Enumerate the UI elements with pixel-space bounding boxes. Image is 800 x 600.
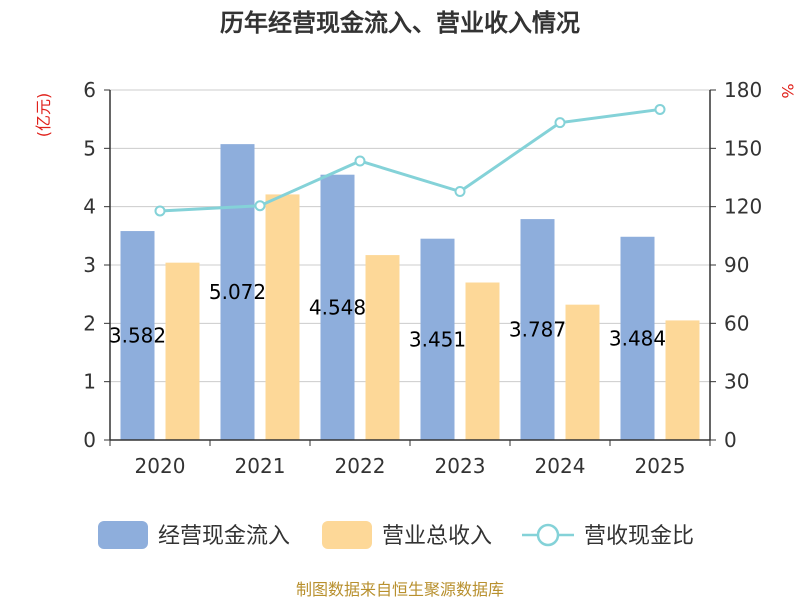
point-ratio xyxy=(254,200,266,212)
data-label: 5.072 xyxy=(209,280,266,304)
tick-labels: 0 0 1 30 2 60 3 90 4 120 5 150 6 180 2020 2021 2022 2023 2… xyxy=(83,78,762,478)
gridlines xyxy=(110,89,710,383)
bar-cash-inflow xyxy=(220,144,255,440)
bar-cash-inflow xyxy=(320,174,355,440)
data-labels: 3.582 5.072 4.548 3.451 3.787 3.484 xyxy=(109,280,666,351)
x-tick-label: 2021 xyxy=(235,454,286,478)
bar-revenue xyxy=(365,255,400,440)
bar-revenue xyxy=(465,282,500,440)
x-tick-label: 2025 xyxy=(635,454,686,478)
y-left-tick-label: 4 xyxy=(83,195,96,219)
data-label: 3.451 xyxy=(409,327,466,351)
legend-label: 营收现金比 xyxy=(584,524,694,549)
y-right-tick-label: 180 xyxy=(724,78,762,102)
y-left-tick-label: 1 xyxy=(83,370,96,394)
legend-swatch-cash-inflow xyxy=(98,521,148,549)
y-left-tick-label: 5 xyxy=(83,136,96,160)
legend-label: 营业总收入 xyxy=(382,524,492,549)
legend-label: 经营现金流入 xyxy=(158,524,290,549)
point-ratio xyxy=(554,117,566,129)
bar-revenue xyxy=(565,304,600,440)
y-right-tick-label: 90 xyxy=(724,253,749,277)
y-right-tick-label: 150 xyxy=(724,136,762,160)
bar-cash-inflow xyxy=(120,231,155,440)
legend: 经营现金流入 营业总收入 营收现金比 xyxy=(98,521,694,549)
line-series xyxy=(154,103,666,217)
point-ratio xyxy=(154,205,166,217)
point-ratio xyxy=(654,103,666,115)
data-label: 3.484 xyxy=(609,326,666,350)
bar-cash-inflow xyxy=(620,236,655,440)
chart-title: 历年经营现金流入、营业收入情况 xyxy=(220,9,580,37)
y-left-tick-label: 6 xyxy=(83,78,96,102)
point-ratio xyxy=(354,155,366,167)
y-left-tick-label: 2 xyxy=(83,311,96,335)
y-right-tick-label: 60 xyxy=(724,311,749,335)
legend-swatch-revenue xyxy=(322,521,372,549)
bar-cash-inflow xyxy=(420,238,455,440)
y-right-tick-label: 0 xyxy=(724,428,737,452)
y-axis-right-label: % xyxy=(778,83,797,98)
y-left-tick-label: 3 xyxy=(83,253,96,277)
bars xyxy=(120,144,700,440)
y-axis-left-label: (亿元) xyxy=(34,93,53,138)
y-right-tick-label: 120 xyxy=(724,195,762,219)
data-label: 3.787 xyxy=(509,318,566,342)
y-right-tick-label: 30 xyxy=(724,370,749,394)
point-ratio xyxy=(454,186,466,197)
bar-revenue xyxy=(665,320,700,440)
axes xyxy=(104,89,716,446)
x-tick-label: 2020 xyxy=(135,454,186,478)
data-label: 3.582 xyxy=(109,324,166,348)
x-tick-label: 2022 xyxy=(335,454,386,478)
line-ratio xyxy=(159,107,661,213)
bar-revenue xyxy=(265,194,300,440)
legend-marker-ratio xyxy=(536,523,560,547)
bar-revenue xyxy=(165,262,200,440)
x-tick-label: 2024 xyxy=(535,454,586,478)
source-note: 制图数据来自恒生聚源数据库 xyxy=(296,580,504,599)
bar-cash-inflow xyxy=(520,219,555,440)
x-tick-label: 2023 xyxy=(435,454,486,478)
y-left-tick-label: 0 xyxy=(83,428,96,452)
data-label: 4.548 xyxy=(309,295,366,319)
